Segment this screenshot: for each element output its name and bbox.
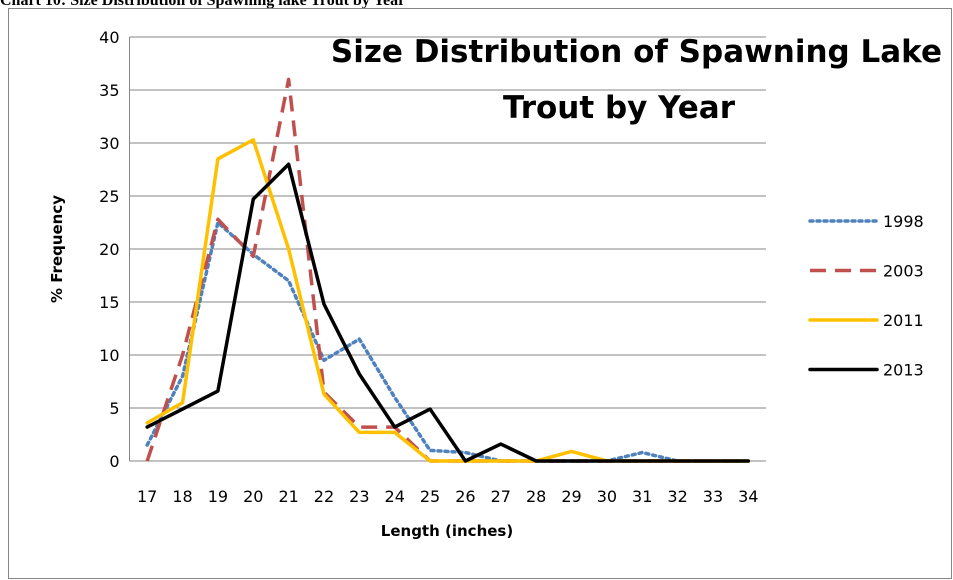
y-tick-label: 5: [109, 399, 119, 418]
series-line: [145, 138, 751, 463]
caption: Chart 10: Size Distribution of Spawning …: [0, 0, 405, 9]
x-tick-label: 25: [420, 487, 440, 506]
y-tick-label: 25: [99, 187, 119, 206]
x-tick-label: 22: [314, 487, 334, 506]
legend-label: 1998: [883, 212, 924, 231]
x-tick-label: 31: [632, 487, 652, 506]
x-tick-label: 28: [526, 487, 546, 506]
x-tick-label: 26: [455, 487, 475, 506]
y-tick-label: 15: [99, 293, 119, 312]
y-tick-label: 20: [99, 240, 119, 259]
chart-title: Trout by Year: [503, 90, 736, 126]
legend-label: 2003: [883, 262, 924, 281]
x-axis-label: Length (inches): [381, 522, 513, 540]
x-tick-label: 18: [172, 487, 192, 506]
series-line: [145, 162, 751, 463]
y-tick-label: 35: [99, 81, 119, 100]
x-tick-label: 29: [561, 487, 581, 506]
y-tick-label: 40: [99, 28, 119, 47]
x-tick-label: 34: [738, 487, 758, 506]
legend-label: 2011: [883, 311, 924, 330]
series-line: [145, 220, 751, 463]
series-line: [145, 77, 749, 463]
legend-label: 2013: [883, 361, 924, 380]
y-tick-label: 30: [99, 134, 119, 153]
y-tick-label: 0: [109, 452, 119, 471]
chart-title: Size Distribution of Spawning Lake: [331, 34, 942, 70]
x-tick-label: 21: [278, 487, 298, 506]
x-tick-label: 23: [349, 487, 369, 506]
x-tick-label: 30: [597, 487, 617, 506]
x-tick-label: 32: [667, 487, 687, 506]
x-tick-label: 24: [385, 487, 405, 506]
x-tick-label: 20: [243, 487, 263, 506]
chart-border: [8, 8, 952, 579]
y-axis-label: % Frequency: [48, 195, 66, 303]
x-tick-label: 19: [208, 487, 228, 506]
x-tick-label: 33: [703, 487, 723, 506]
y-tick-label: 10: [99, 346, 119, 365]
x-tick-label: 17: [137, 487, 157, 506]
x-tick-label: 27: [491, 487, 511, 506]
